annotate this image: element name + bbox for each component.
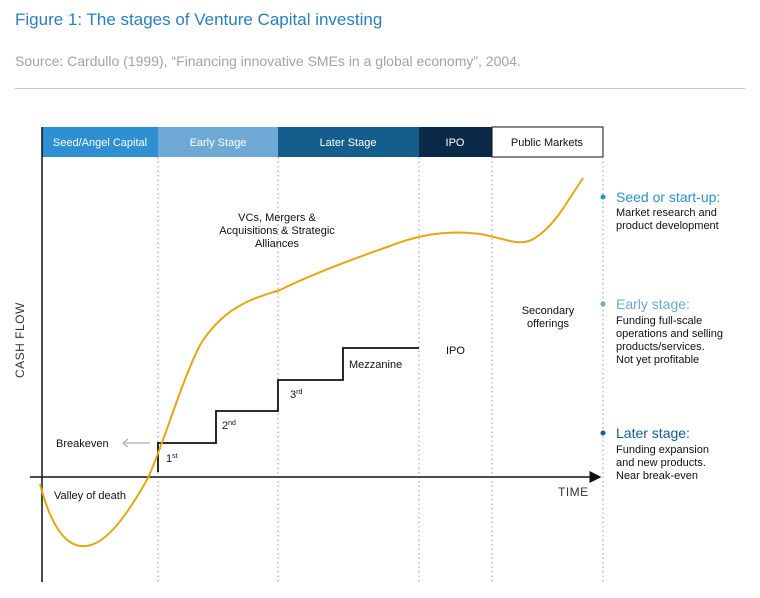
- side-note-early-heading: Early stage:: [616, 296, 690, 312]
- side-note-later-heading: Later stage:: [616, 425, 690, 441]
- breakeven-label: Breakeven: [56, 438, 109, 450]
- side-note-later-line-1: Funding expansion: [616, 444, 709, 456]
- secondary-offerings-line-1: Secondary: [522, 305, 575, 317]
- side-note-early-dot: [600, 301, 606, 307]
- stage-bar: Seed/Angel Capital Early Stage Later Sta…: [42, 126, 604, 158]
- step-third-label: 3rd: [290, 389, 302, 401]
- secondary-offerings-line-2: offerings: [527, 318, 569, 330]
- vcs-label-line-2: Acquisitions & Strategic: [219, 225, 335, 237]
- stage-early-label: Early Stage: [190, 137, 247, 149]
- vcs-label-line-3: Alliances: [255, 238, 300, 250]
- ipo-step-label: IPO: [446, 345, 465, 357]
- side-note-seed-heading: Seed or start-up:: [616, 189, 720, 205]
- side-note-early-line-2: operations and selling: [616, 328, 723, 340]
- figure-title: Figure 1: The stages of Venture Capital …: [15, 10, 383, 29]
- side-note-early-line-4: Not yet profitable: [616, 354, 699, 366]
- stage-ipo-label: IPO: [446, 137, 465, 149]
- stage-seed-label: Seed/Angel Capital: [53, 137, 147, 149]
- valley-of-death-label: Valley of death: [54, 490, 126, 502]
- breakeven-arrow: [122, 438, 150, 448]
- side-note-seed: Seed or start-up: Market research and pr…: [600, 189, 720, 232]
- side-note-seed-line-1: Market research and: [616, 207, 717, 219]
- stage-ipo: [419, 127, 492, 157]
- stage-early: [158, 127, 278, 157]
- vcs-label-line-1: VCs, Mergers &: [238, 212, 316, 224]
- stage-seed: [42, 127, 158, 157]
- side-note-later-dot: [600, 430, 606, 436]
- step-second-label: 2nd: [222, 420, 236, 432]
- figure-source: Source: Cardullo (1999), “Financing inno…: [15, 53, 521, 69]
- stage-later: [278, 127, 419, 157]
- side-note-early-line-1: Funding full-scale: [616, 315, 702, 327]
- side-note-early-line-3: products/services.: [616, 341, 705, 353]
- step-first-label: 1st: [166, 453, 178, 465]
- side-note-seed-dot: [600, 194, 606, 200]
- side-note-later-line-3: Near break-even: [616, 470, 698, 482]
- side-note-early: Early stage: Funding full-scale operatio…: [600, 296, 723, 366]
- stage-public-label: Public Markets: [511, 137, 584, 149]
- mezzanine-label: Mezzanine: [349, 359, 402, 371]
- stage-public-markets: [491, 126, 604, 158]
- divider: [15, 88, 745, 89]
- side-note-seed-line-2: product development: [616, 220, 719, 232]
- time-axis-label: TIME: [558, 485, 589, 499]
- cash-flow-curve: [39, 177, 584, 548]
- side-note-later-line-2: and new products.: [616, 457, 706, 469]
- stage-dividers: [157, 157, 604, 582]
- stage-later-label: Later Stage: [320, 137, 377, 149]
- cash-flow-axis-label: CASH FLOW: [13, 302, 27, 378]
- funding-steps-line: [157, 347, 419, 472]
- side-note-later: Later stage: Funding expansion and new p…: [600, 425, 709, 482]
